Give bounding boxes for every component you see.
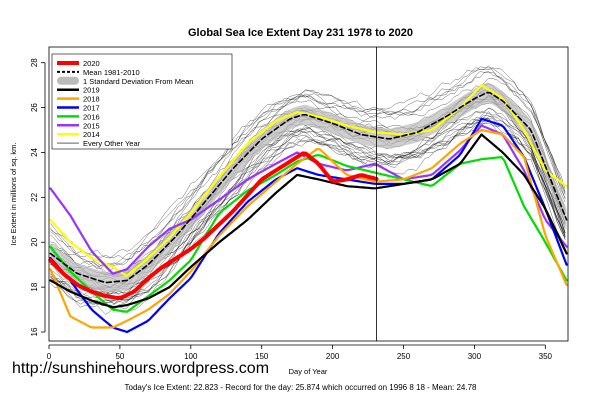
- legend-label: 2016: [83, 112, 100, 121]
- x-axis-title: Day of Year: [289, 367, 328, 376]
- x-tick-label: 250: [397, 352, 411, 361]
- y-axis: 16 18 20 22 24 26 28: [30, 58, 46, 336]
- x-tick-label: 100: [184, 352, 198, 361]
- background-year-line: [50, 118, 566, 309]
- plot-frame: [48, 46, 569, 342]
- series-line-2014: [49, 84, 568, 277]
- series-line-2017: [49, 117, 568, 334]
- chart-title: Global Sea Ice Extent Day 231 1978 to 20…: [187, 27, 413, 39]
- legend-label: Mean 1981-2010: [83, 68, 140, 77]
- legend-label: 2015: [83, 121, 100, 130]
- x-tick-label: 350: [539, 352, 553, 361]
- series-line-2020: [48, 151, 379, 301]
- x-axis: 0 50 100 150 200 250 300 350: [47, 344, 553, 361]
- background-year-line: [50, 107, 566, 302]
- legend-box: [51, 53, 233, 150]
- legend-swatch: [57, 76, 79, 85]
- y-axis-title: Ice Extent in millions of sq. km.: [9, 143, 18, 246]
- series-line-mean-1981-2010: [49, 91, 568, 284]
- legend-label: 2017: [83, 104, 100, 113]
- legend-label: Every Other Year: [83, 139, 141, 148]
- y-tick-label: 20: [30, 237, 39, 246]
- y-tick-label: 16: [30, 327, 39, 336]
- background-year-line: [50, 67, 566, 259]
- x-tick-label: 150: [255, 352, 269, 361]
- x-tick-label: 0: [47, 352, 52, 361]
- std-dev-band-layer: [50, 82, 567, 293]
- legend-label: 1 Standard Deviation From Mean: [83, 77, 193, 86]
- x-tick-label: 50: [115, 352, 124, 361]
- series-layer: [48, 84, 568, 334]
- y-tick-label: 18: [30, 282, 39, 291]
- legend-label: 2019: [83, 86, 100, 95]
- legend-label: 2020: [83, 59, 100, 68]
- std-dev-band: [50, 82, 567, 293]
- background-year-line: [50, 65, 566, 267]
- x-tick-label: 200: [326, 352, 340, 361]
- legend-label: 2018: [83, 95, 100, 104]
- series-line-2019: [49, 133, 568, 309]
- footer-summary: Today's Ice Extent: 22.823 - Record for …: [124, 383, 477, 392]
- background-year-line: [50, 72, 566, 268]
- watermark-url: http://sunshinehours.wordpress.com: [12, 360, 270, 377]
- y-tick-label: 24: [30, 147, 39, 156]
- legend-label: 2014: [83, 130, 100, 139]
- background-year-line: [50, 120, 566, 304]
- background-year-line: [50, 116, 566, 315]
- y-tick-label: 26: [30, 103, 39, 112]
- y-tick-label: 28: [30, 58, 39, 67]
- y-tick-label: 22: [30, 192, 39, 201]
- x-tick-label: 300: [468, 352, 482, 361]
- background-year-line: [50, 114, 566, 307]
